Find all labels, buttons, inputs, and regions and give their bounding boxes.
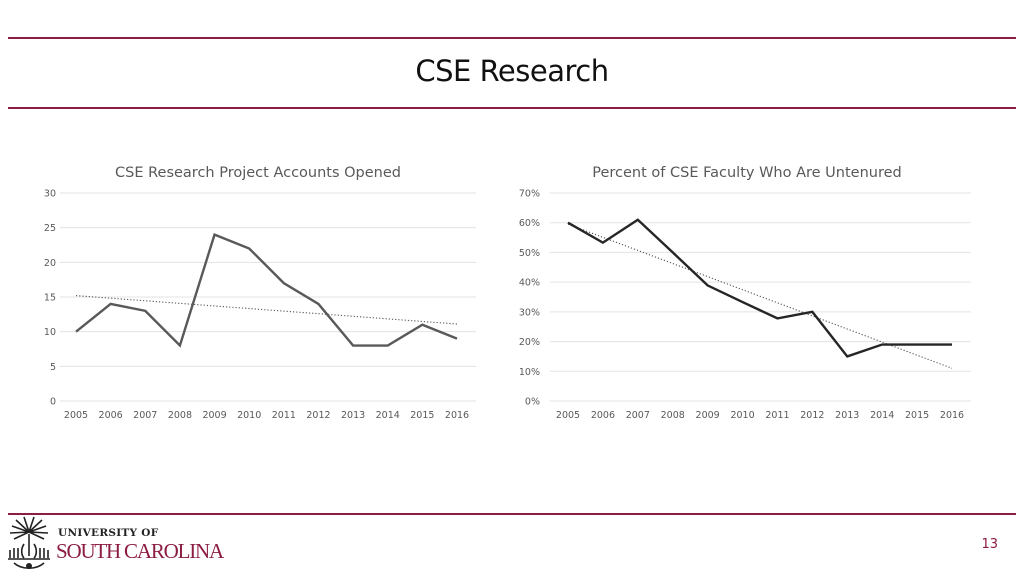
x-tick-label: 2010 xyxy=(237,410,261,421)
x-tick-label: 2013 xyxy=(835,410,859,421)
y-tick-label: 25 xyxy=(44,223,56,234)
footer-rule xyxy=(8,513,1016,515)
y-tick-label: 0% xyxy=(525,397,540,408)
x-tick-label: 2009 xyxy=(696,410,720,421)
y-tick-label: 10% xyxy=(519,367,540,378)
trendline xyxy=(75,295,458,325)
y-tick-label: 30 xyxy=(44,189,56,200)
chart-title: CSE Research Project Accounts Opened xyxy=(115,165,401,181)
trendline xyxy=(567,223,953,369)
x-tick-label: 2007 xyxy=(626,410,650,421)
logo-text-south-carolina: SOUTH CAROLINA xyxy=(56,539,224,563)
page-number: 13 xyxy=(981,537,998,552)
series-line xyxy=(75,233,458,348)
y-tick-label: 5 xyxy=(50,362,56,373)
y-tick-label: 60% xyxy=(519,218,540,229)
y-tick-label: 15 xyxy=(44,293,56,304)
y-tick-label: 30% xyxy=(519,307,540,318)
x-tick-label: 2005 xyxy=(64,410,88,421)
y-tick-label: 0 xyxy=(50,397,56,408)
x-tick-label: 2014 xyxy=(870,410,894,421)
x-tick-label: 2013 xyxy=(341,410,365,421)
chart-accounts-opened: CSE Research Project Accounts Opened 0 5 10… xyxy=(44,165,476,421)
y-tick-label: 50% xyxy=(519,248,540,259)
series-line xyxy=(567,218,952,358)
header-top-rule xyxy=(8,37,1016,39)
x-tick-label: 2014 xyxy=(376,410,400,421)
header-bottom-rule xyxy=(8,107,1016,109)
x-tick-label: 2015 xyxy=(905,410,929,421)
x-tick-label: 2010 xyxy=(730,410,754,421)
y-tick-label: 10 xyxy=(44,327,56,338)
x-tick-label: 2016 xyxy=(940,410,964,421)
x-tick-label: 2009 xyxy=(202,410,226,421)
x-tick-label: 2008 xyxy=(168,410,192,421)
page-title: CSE Research xyxy=(415,54,609,88)
y-tick-label: 70% xyxy=(519,189,540,200)
x-tick-label: 2012 xyxy=(306,410,330,421)
university-logo: UNIVERSITY OF SOUTH CAROLINA xyxy=(6,516,226,576)
x-tick-label: 2005 xyxy=(556,410,580,421)
y-tick-label: 20% xyxy=(519,337,540,348)
chart-title: Percent of CSE Faculty Who Are Untenured xyxy=(592,165,901,181)
x-tick-label: 2011 xyxy=(272,410,296,421)
y-tick-label: 20 xyxy=(44,258,56,269)
chart-percent-untenured: Percent of CSE Faculty Who Are Untenured… xyxy=(519,165,971,421)
palmetto-tree-icon xyxy=(8,516,50,570)
logo-text-university-of: UNIVERSITY OF xyxy=(58,527,159,539)
x-tick-label: 2006 xyxy=(99,410,123,421)
x-tick-label: 2011 xyxy=(765,410,789,421)
x-tick-label: 2012 xyxy=(800,410,824,421)
x-tick-label: 2006 xyxy=(591,410,615,421)
y-tick-label: 40% xyxy=(519,278,540,289)
x-tick-label: 2007 xyxy=(133,410,157,421)
x-tick-label: 2015 xyxy=(410,410,434,421)
x-tick-label: 2016 xyxy=(445,410,469,421)
x-tick-label: 2008 xyxy=(661,410,685,421)
